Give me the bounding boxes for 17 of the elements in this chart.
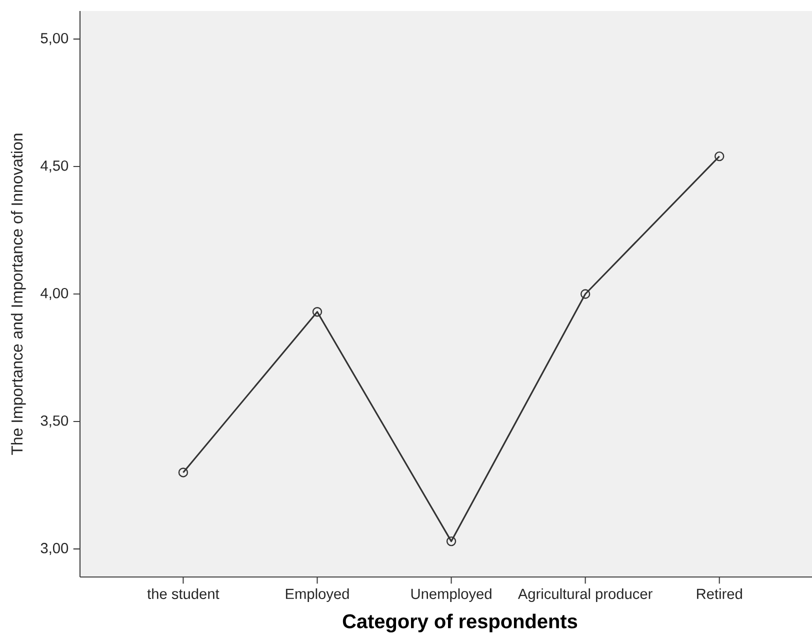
point	[714, 151, 724, 162]
x-tick-label: the student	[147, 588, 220, 600]
point	[580, 289, 590, 299]
y-tick-label: 3,00	[40, 542, 68, 555]
y-axis-title: The Importance and Importance of Innovation	[10, 134, 26, 455]
x-tick-label: Agricultural producer	[518, 588, 652, 602]
x-tick-label: Unemployed	[411, 588, 492, 602]
x-tick-label: Retired	[697, 588, 742, 600]
point	[312, 306, 322, 317]
point	[446, 536, 456, 546]
y-tick-label: 5,00	[40, 33, 68, 46]
x-axis-title: Category of respondents	[342, 614, 578, 632]
point	[178, 468, 188, 478]
y-tick-label: 3,50	[40, 415, 68, 428]
x-tick-label: Employed	[286, 588, 349, 602]
y-tick-label: 4,50	[40, 160, 68, 173]
y-tick-label: 4,00	[40, 288, 68, 300]
